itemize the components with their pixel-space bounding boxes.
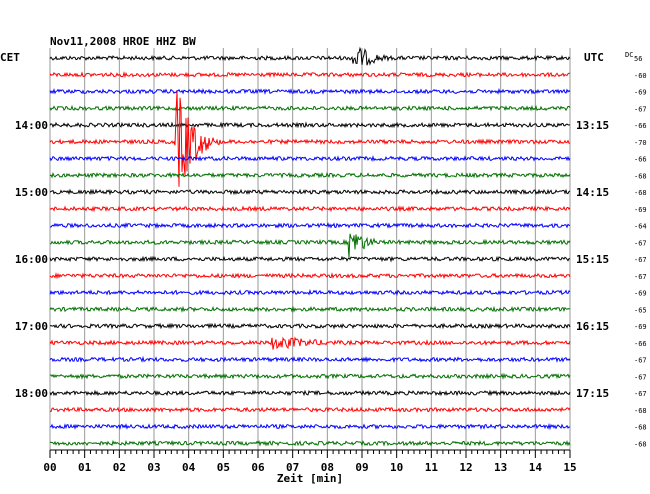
left-time-label: 14:00: [15, 119, 48, 132]
right-time-label: 14:15: [576, 186, 609, 199]
trace-line: [49, 71, 571, 79]
x-tick-label: 03: [147, 461, 160, 474]
left-time-label: 16:00: [15, 253, 48, 266]
trace-line: [49, 104, 571, 112]
x-tick-label: 13: [494, 461, 507, 474]
x-tick-label: 09: [355, 461, 368, 474]
left-timezone-label: CET: [0, 51, 20, 64]
x-tick-label: 14: [529, 461, 543, 474]
x-tick-label: 12: [459, 461, 472, 474]
dc-value: -60: [634, 72, 647, 80]
dc-value: -67: [634, 239, 647, 247]
dc-value: -67: [634, 105, 647, 113]
trace-group: [49, 46, 571, 447]
right-time-label: 17:15: [576, 387, 609, 400]
dc-value: -64: [634, 223, 647, 231]
trace-line: [49, 121, 571, 129]
left-time-label: 17:00: [15, 320, 48, 333]
left-time-label: 18:00: [15, 387, 48, 400]
x-tick-label: 07: [286, 461, 299, 474]
trace-line: [49, 46, 571, 66]
trace-line: [49, 439, 571, 447]
trace-line: [49, 188, 571, 196]
x-tick-label: 08: [321, 461, 334, 474]
x-tick-label: 10: [390, 461, 403, 474]
chart-title: Nov11,2008 HROE HHZ BW: [50, 35, 196, 48]
trace-line: [49, 171, 571, 179]
x-tick-label: 05: [217, 461, 230, 474]
trace-line: [49, 87, 571, 96]
dc-value: -65: [634, 306, 647, 314]
trace-line: [49, 389, 571, 397]
trace-line: [49, 288, 571, 296]
x-axis-label: Zeit [min]: [277, 472, 343, 485]
right-time-label: 13:15: [576, 119, 609, 132]
trace-line: [49, 90, 571, 187]
dc-value: -67: [634, 273, 647, 281]
trace-line: [50, 222, 571, 229]
x-tick-label: 15: [563, 461, 576, 474]
right-time-label: 16:15: [576, 320, 609, 333]
dc-value: -68: [634, 407, 647, 415]
dc-value: -67: [634, 373, 647, 381]
dc-value: -68: [634, 172, 647, 180]
dc-value: -68: [634, 440, 647, 448]
dc-value: -67: [634, 390, 647, 398]
dc-value: -69: [634, 290, 647, 298]
dc-value: -70: [634, 139, 647, 147]
left-time-label: 15:00: [15, 186, 48, 199]
dc-value: -69: [634, 323, 647, 331]
dc-value: -68: [634, 424, 647, 432]
x-tick-label: 00: [43, 461, 56, 474]
x-axis: 00 01 02 03 04 05 06 07 08 09 10 11 12 13 14 15: [43, 449, 577, 474]
trace-line: [49, 406, 571, 414]
x-tick-label: 02: [113, 461, 126, 474]
trace-line: [49, 355, 571, 364]
dc-header: DC: [625, 51, 633, 59]
dc-value: -67: [634, 256, 647, 264]
right-timezone-label: UTC: [584, 51, 604, 64]
x-tick-label: 04: [182, 461, 196, 474]
dc-value: -66: [634, 122, 647, 130]
trace-line: [49, 233, 571, 258]
x-tick-label: 01: [78, 461, 92, 474]
trace-line: [49, 205, 571, 213]
dc-value: -69: [634, 89, 647, 97]
trace-line: [49, 372, 571, 381]
dc-value: -66: [634, 156, 647, 164]
trace-line: [49, 336, 571, 350]
trace-labels: 56 -60 -69 -67 -66 14:00 13:15 -70 -66 -68 -68 15:0…: [15, 55, 647, 448]
dc-value: -66: [634, 340, 647, 348]
dc-value: -67: [634, 357, 647, 365]
dc-value: 56: [634, 55, 642, 63]
trace-line: [49, 305, 571, 313]
dc-value: -69: [634, 206, 647, 214]
right-time-label: 15:15: [576, 253, 609, 266]
trace-line: [49, 255, 571, 263]
x-tick-label: 06: [251, 461, 265, 474]
x-tick-label: 11: [425, 461, 439, 474]
dc-value: -68: [634, 189, 647, 197]
trace-line: [49, 322, 571, 330]
trace-line: [49, 422, 571, 431]
trace-line: [49, 154, 571, 162]
trace-line: [49, 272, 571, 280]
grid-lines: [49, 48, 571, 450]
